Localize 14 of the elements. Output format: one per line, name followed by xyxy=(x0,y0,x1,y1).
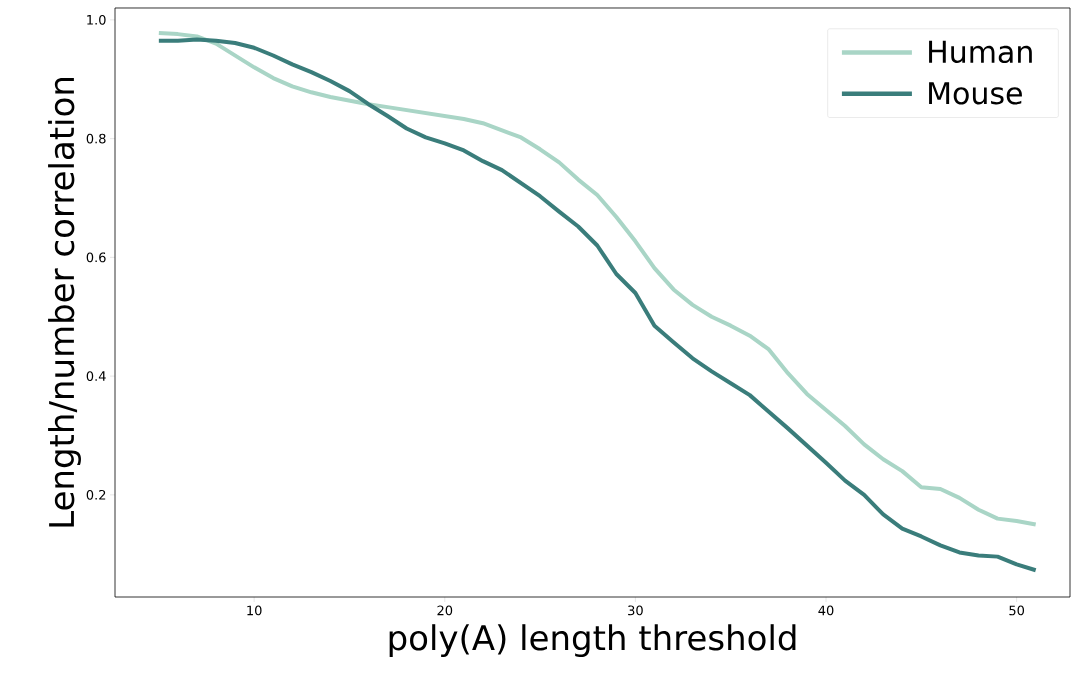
y-tick-label: 1.0 xyxy=(87,14,106,25)
y-tick-label: 0.8 xyxy=(86,133,106,144)
x-tick-label: 20 xyxy=(437,605,453,616)
y-tick-label: 0.6 xyxy=(86,252,106,263)
x-tick-label: 50 xyxy=(1009,605,1025,616)
x-tick-label: 40 xyxy=(818,605,834,616)
x-tick-label: 10 xyxy=(247,605,262,616)
y-axis-title: Length/number correlation xyxy=(48,78,81,527)
y-tick-label: 0.2 xyxy=(86,489,106,500)
legend-label: Mouse xyxy=(929,82,1022,105)
legend-label: Human xyxy=(929,40,1032,64)
x-tick-label: 30 xyxy=(628,605,643,616)
y-tick-label: 0.4 xyxy=(86,371,106,382)
x-axis-title: poly(A) length threshold xyxy=(389,624,796,658)
